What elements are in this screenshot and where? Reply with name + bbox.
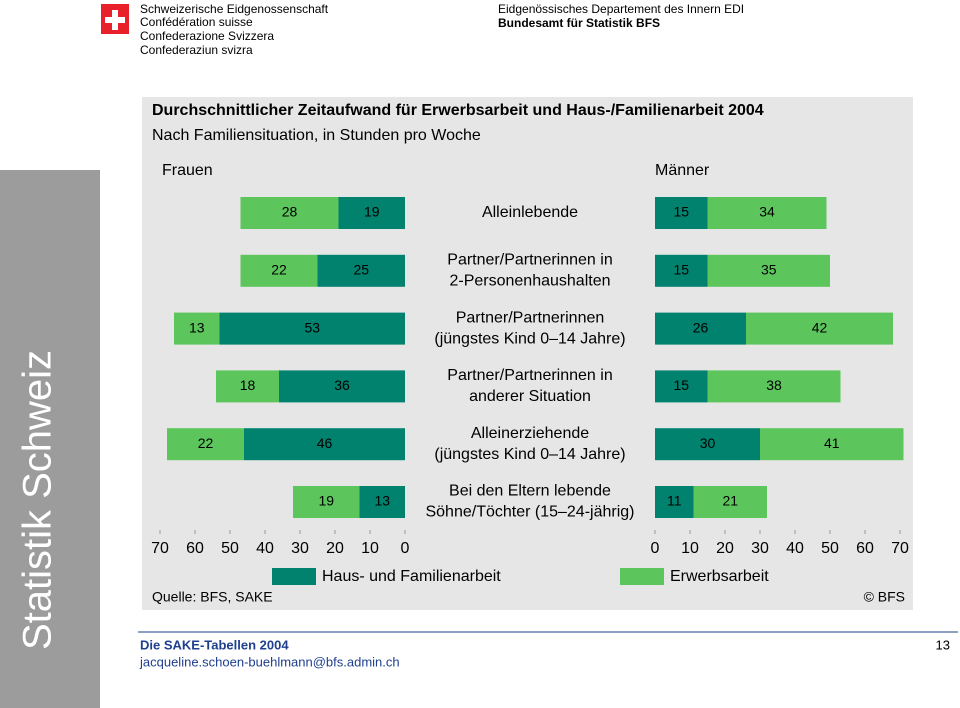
value-label: 36: [334, 377, 350, 393]
value-label: 26: [693, 319, 709, 335]
x-tick-label: 30: [291, 540, 309, 557]
x-tick-label: 50: [221, 540, 239, 557]
value-label: 22: [271, 262, 287, 278]
bar: [244, 428, 405, 461]
x-tick-label: 60: [856, 540, 874, 557]
footer-email: jacqueline.schoen-buehlmann@bfs.admin.ch: [139, 654, 400, 669]
copyright: © BFS: [864, 589, 905, 605]
value-label: 18: [240, 377, 256, 393]
category-label: Söhne/Töchter (15–24-jährig): [425, 504, 634, 521]
value-label: 35: [761, 262, 777, 278]
x-tick-label: 0: [401, 540, 410, 557]
bar: [293, 486, 360, 518]
category-label: (jüngstes Kind 0–14 Jahre): [434, 446, 625, 463]
x-tick-label: 50: [821, 540, 839, 557]
category-label: (jüngstes Kind 0–14 Jahre): [434, 330, 625, 347]
value-label: 13: [374, 493, 390, 509]
bar: [655, 486, 694, 518]
bar: [317, 254, 405, 287]
sidebar-text: Statistik Schweiz: [16, 350, 60, 650]
bar: [655, 197, 708, 229]
logo-line: Confederaziun svizra: [140, 43, 253, 57]
value-label: 13: [189, 319, 205, 335]
bar: [693, 486, 767, 518]
category-label: 2-Personenhaushalten: [449, 273, 610, 290]
x-tick-label: 10: [681, 540, 699, 557]
value-label: 19: [318, 493, 334, 509]
value-label: 22: [198, 435, 214, 451]
panel-title: Männer: [655, 162, 710, 179]
bar: [760, 428, 904, 461]
page-number: 13: [936, 637, 950, 652]
panel-title: Frauen: [162, 162, 213, 179]
value-label: 42: [812, 319, 828, 335]
x-tick-label: 70: [891, 540, 909, 557]
value-label: 15: [673, 204, 689, 220]
x-tick-label: 20: [716, 540, 734, 557]
value-label: 25: [353, 262, 369, 278]
bar: [655, 254, 708, 287]
legend-label: Haus- und Familienarbeit: [322, 568, 501, 585]
chart-subtitle: Nach Familiensituation, in Stunden pro W…: [152, 127, 481, 144]
chart-panel: [142, 97, 913, 610]
chart-title: Durchschnittlicher Zeitaufwand für Erwer…: [152, 102, 764, 119]
category-label: anderer Situation: [469, 388, 591, 405]
category-label: Partner/Partnerinnen in: [447, 252, 612, 269]
office: Bundesamt für Statistik BFS: [498, 16, 660, 30]
legend-swatch: [620, 568, 664, 585]
bar: [707, 197, 827, 229]
x-tick-label: 70: [151, 540, 169, 557]
bar: [167, 428, 244, 461]
value-label: 15: [673, 262, 689, 278]
value-label: 11: [667, 493, 682, 509]
x-tick-label: 0: [651, 540, 660, 557]
bar: [655, 428, 760, 461]
bar: [746, 312, 893, 345]
x-tick-label: 10: [361, 540, 379, 557]
category-label: Alleinerziehende: [471, 425, 589, 442]
bar: [655, 370, 708, 403]
value-label: 53: [304, 319, 320, 335]
logo-line: Confederazione Svizzera: [140, 29, 274, 43]
value-label: 15: [673, 377, 689, 393]
logo-line: Confédération suisse: [140, 15, 253, 29]
source: Quelle: BFS, SAKE: [152, 589, 273, 605]
bar: [359, 486, 405, 518]
value-label: 19: [364, 204, 380, 220]
x-tick-label: 20: [326, 540, 344, 557]
bar: [655, 312, 746, 345]
bar: [174, 312, 220, 345]
legend-label: Erwerbsarbeit: [670, 568, 769, 585]
bar: [338, 197, 405, 229]
footer-title: Die SAKE-Tabellen 2004: [140, 637, 289, 652]
bar: [279, 370, 405, 403]
value-label: 38: [766, 377, 782, 393]
bar: [216, 370, 279, 403]
bar: [707, 254, 830, 287]
logo-cross: [105, 10, 125, 30]
x-tick-label: 40: [256, 540, 274, 557]
value-label: 21: [722, 493, 738, 509]
legend-swatch: [272, 568, 316, 585]
logo-line: Schweizerische Eidgenossenschaft: [140, 2, 329, 16]
value-label: 28: [282, 204, 298, 220]
category-label: Partner/Partnerinnen in: [447, 367, 612, 384]
value-label: 30: [700, 435, 716, 451]
x-tick-label: 30: [751, 540, 769, 557]
sidebar-photo: [0, 170, 100, 708]
value-label: 41: [824, 435, 840, 451]
bar: [219, 312, 405, 345]
bar: [240, 254, 318, 287]
bar: [240, 197, 339, 229]
x-tick-label: 40: [786, 540, 804, 557]
bar: [707, 370, 841, 403]
category-label: Alleinlebende: [482, 204, 578, 221]
value-label: 34: [759, 204, 775, 220]
category-label: Bei den Eltern lebende: [449, 483, 611, 500]
category-label: Partner/Partnerinnen: [456, 309, 605, 326]
department: Eidgenössisches Departement des Innern E…: [498, 2, 744, 16]
x-tick-label: 60: [186, 540, 204, 557]
value-label: 46: [317, 435, 333, 451]
